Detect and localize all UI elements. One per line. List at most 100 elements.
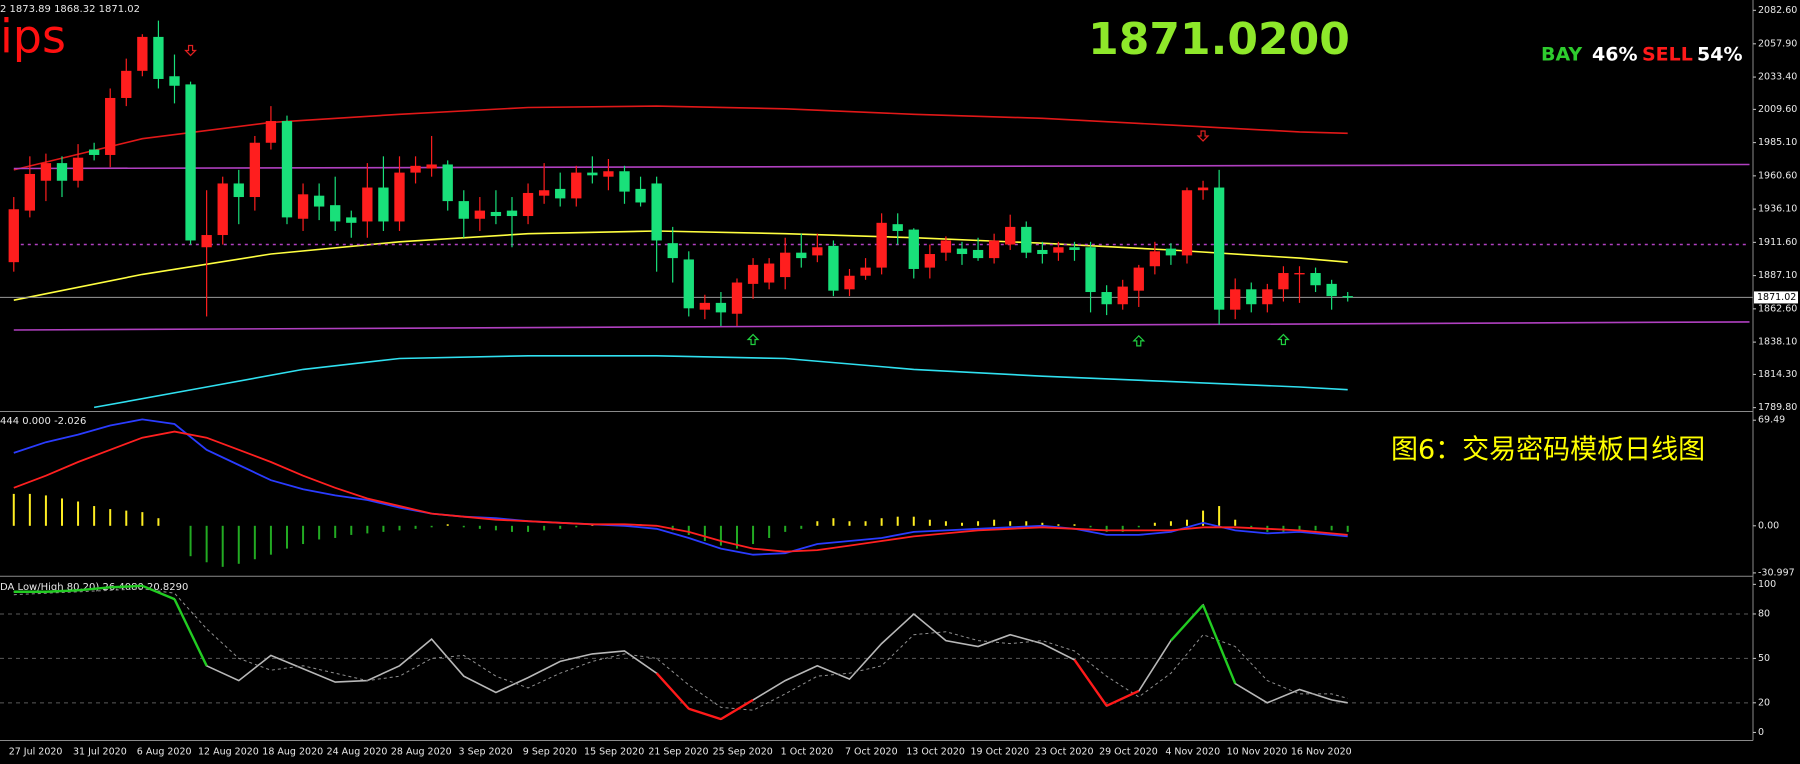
- candle-body: [635, 188, 646, 203]
- candle-body: [121, 70, 132, 98]
- candle-body: [265, 121, 277, 143]
- x-tick-label: 27 Jul 2020: [9, 747, 63, 758]
- candle-body: [555, 188, 566, 199]
- candle-body: [1069, 247, 1080, 250]
- stoch-header: DA Low/High 80,20) 26.4080 20.8290: [0, 582, 188, 593]
- candle-body: [442, 164, 453, 202]
- stoch-zone-segment: [1170, 604, 1204, 642]
- macd-header: 444 0.000 -2.026: [0, 416, 86, 427]
- candle-body: [137, 36, 148, 71]
- x-tick-label: 16 Nov 2020: [1291, 747, 1352, 758]
- y-tick-label: 50: [1758, 653, 1770, 664]
- symbol-text: ips: [0, 10, 66, 64]
- candle-body: [924, 254, 936, 268]
- frame: [0, 0, 1754, 741]
- candle-body: [105, 97, 116, 155]
- bay-label: BAY: [1541, 44, 1582, 66]
- candle-body: [330, 205, 341, 222]
- candle-body: [1310, 273, 1321, 286]
- candle-body: [1278, 273, 1289, 290]
- candle-body: [1037, 249, 1048, 255]
- candle-body: [410, 165, 421, 173]
- candle-body: [699, 302, 711, 310]
- candle-body: [860, 267, 871, 276]
- x-tick-label: 23 Oct 2020: [1035, 747, 1094, 758]
- candle-body: [1149, 251, 1161, 267]
- candle-body: [1181, 190, 1193, 256]
- x-tick-label: 21 Sep 2020: [648, 747, 708, 758]
- ohlc-header: 2 1873.89 1868.32 1871.02: [0, 4, 140, 15]
- x-tick-label: 9 Sep 2020: [523, 747, 577, 758]
- indicator-line: [13, 163, 1750, 170]
- stoch-zone-segment: [720, 698, 754, 721]
- stoch-zone-segment: [77, 586, 111, 592]
- stoch-zone-segment: [1201, 604, 1237, 685]
- stoch-zone-segment: [45, 589, 79, 593]
- candle-body: [297, 194, 309, 219]
- y-tick-label: 1789.80: [1758, 402, 1797, 413]
- y-tick-label: 80: [1758, 608, 1770, 619]
- candle-body: [56, 163, 68, 181]
- y-tick-label: 100: [1758, 579, 1776, 590]
- y-tick-label: 20: [1758, 697, 1770, 708]
- indicator-line: [93, 355, 1348, 409]
- candle-body: [651, 183, 662, 241]
- y-tick-label: 2082.60: [1758, 5, 1797, 16]
- last-price-label: 1871.02: [1757, 292, 1796, 303]
- candle-body: [587, 172, 598, 176]
- candle-body: [185, 84, 196, 241]
- candle-body: [233, 183, 244, 198]
- candle-body: [522, 192, 534, 217]
- y-tick-label: 2009.60: [1758, 104, 1797, 115]
- y-tick-label: 69.49: [1758, 415, 1785, 426]
- sell-value: 54%: [1697, 44, 1742, 66]
- stoch-zone-segment: [655, 672, 690, 710]
- candle-body: [812, 247, 823, 256]
- stoch-zone-segment: [173, 598, 208, 667]
- stoch-zone-segment: [110, 584, 143, 589]
- macd-line: [13, 430, 1348, 553]
- candle-body: [1053, 247, 1064, 253]
- candle-body: [1117, 286, 1128, 305]
- candle-body: [346, 217, 357, 223]
- candle-body: [281, 121, 293, 218]
- candle-body: [763, 263, 775, 283]
- x-tick-label: 24 Aug 2020: [327, 747, 388, 758]
- y-tick-label: 2057.90: [1758, 38, 1797, 49]
- price-text: 1871.0200: [1088, 14, 1350, 65]
- y-tick-label: 1985.10: [1758, 137, 1797, 148]
- candle-body: [1021, 226, 1032, 253]
- candle-body: [217, 183, 228, 236]
- x-tick-label: 25 Sep 2020: [713, 747, 773, 758]
- stoch-zone-segment: [1106, 689, 1140, 707]
- candle-body: [1133, 267, 1144, 291]
- x-tick-label: 29 Oct 2020: [1099, 747, 1158, 758]
- candle-body: [249, 142, 261, 198]
- x-tick-label: 15 Sep 2020: [584, 747, 644, 758]
- signal-arrow: [1276, 333, 1290, 346]
- candle-body: [40, 163, 52, 181]
- candle-body: [426, 164, 437, 169]
- sell-label: SELL: [1642, 44, 1693, 66]
- candle-body: [72, 157, 84, 181]
- y-tick-label: 1814.30: [1758, 369, 1797, 380]
- stoch-zone-segment: [1073, 659, 1108, 707]
- caption: 图6：交易密码模板日线图: [1391, 435, 1705, 466]
- y-tick-label: 0: [1758, 727, 1764, 738]
- y-tick-label: 0.00: [1758, 520, 1779, 531]
- candle-body: [506, 210, 518, 217]
- indicator-line: [13, 230, 1348, 301]
- x-tick-label: 12 Aug 2020: [198, 747, 259, 758]
- candle-body: [940, 240, 952, 253]
- x-tick-label: 10 Nov 2020: [1227, 747, 1288, 758]
- candle-body: [571, 172, 582, 199]
- candle-body: [1262, 289, 1273, 305]
- candle-body: [1165, 248, 1177, 256]
- bay-value: 46%: [1592, 44, 1637, 66]
- candle-body: [490, 211, 502, 217]
- candle-body: [201, 235, 212, 248]
- candle-body: [844, 275, 855, 290]
- candle-body: [8, 209, 19, 263]
- candle-body: [362, 187, 373, 222]
